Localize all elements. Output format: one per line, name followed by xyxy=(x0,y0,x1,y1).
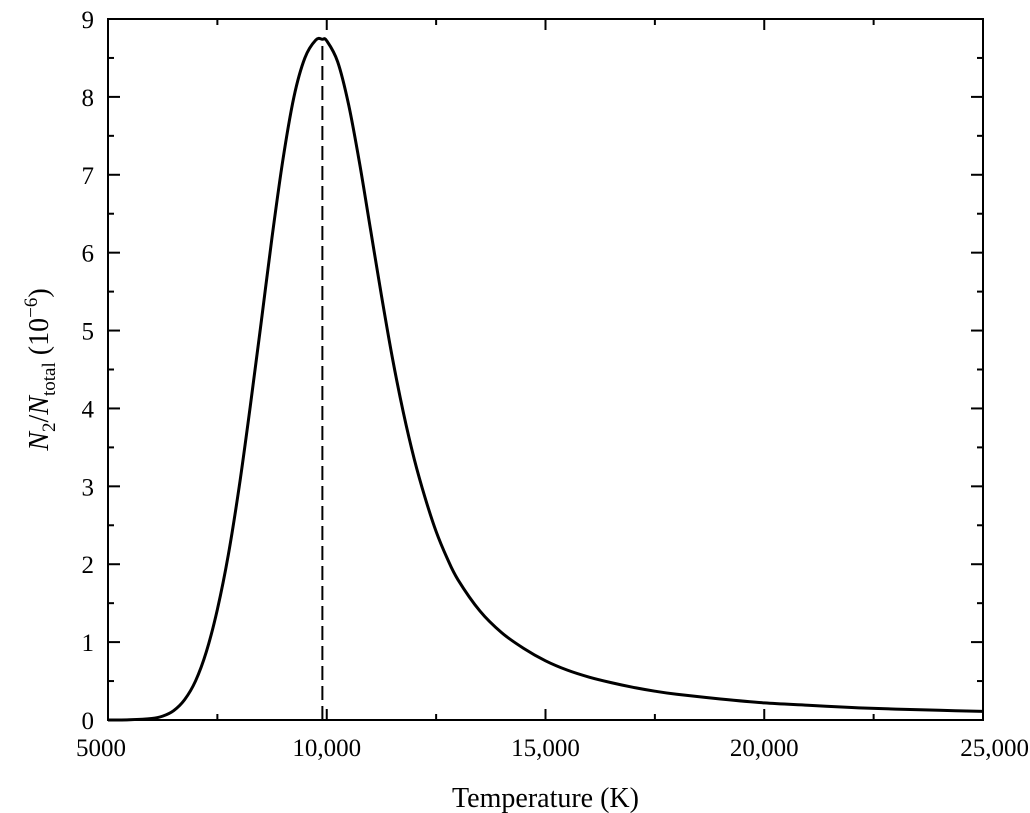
y-label-units-close: ) xyxy=(24,288,55,297)
series-line xyxy=(107,36,984,722)
y-label-denominator-subscript: total xyxy=(39,362,60,396)
y-tick-label: 9 xyxy=(82,7,95,34)
y-tick-label: 5 xyxy=(82,319,95,346)
y-tick-label: 3 xyxy=(82,474,95,501)
y-tick-label: 6 xyxy=(82,241,95,268)
x-tick-label: 25,000 xyxy=(960,735,1029,762)
y-label-separator: / xyxy=(24,414,55,422)
x-tick-label: 5000 xyxy=(76,735,126,762)
y-label-units-exponent: −6 xyxy=(21,298,42,318)
x-axis-label: Temperature (K) xyxy=(452,783,639,813)
x-tick-label: 15,000 xyxy=(511,735,580,762)
plot-frame xyxy=(107,18,984,721)
axis-ticks xyxy=(107,18,984,721)
x-tick-label: 10,000 xyxy=(292,735,361,762)
y-tick-label: 7 xyxy=(82,163,95,190)
y-label-numerator-subscript: 2 xyxy=(39,422,60,432)
y-tick-label: 8 xyxy=(82,85,95,112)
y-axis-label: N2/Ntotal (10−6) xyxy=(21,288,60,451)
y-tick-label: 4 xyxy=(82,396,95,423)
tick-labels: 5000 10,000 15,000 20,000 25,000 0 1 2 3 4 5 6 7 8 9 xyxy=(76,7,1029,762)
x-tick-label: 20,000 xyxy=(730,735,799,762)
y-label-units: (10 xyxy=(24,318,55,362)
y-label-numerator-symbol: N xyxy=(24,431,55,452)
y-tick-label: 0 xyxy=(82,708,95,735)
y-label-denominator-symbol: N xyxy=(24,395,55,416)
y-tick-label: 1 xyxy=(82,630,95,657)
y-tick-label: 2 xyxy=(82,552,95,579)
